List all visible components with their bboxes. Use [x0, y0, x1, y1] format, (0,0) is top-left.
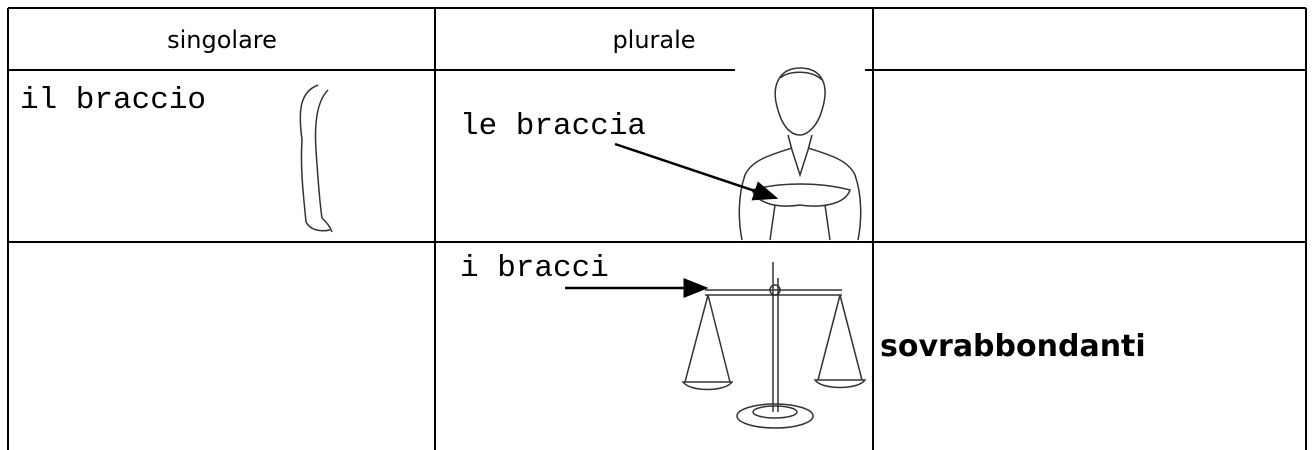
cell-text: le braccia	[460, 109, 646, 144]
header-cell: plurale	[612, 26, 695, 54]
table-grid	[7, 7, 1307, 450]
cell-text: sovrabbondanti	[880, 329, 1146, 364]
cell-text: i bracci	[460, 251, 609, 286]
arrow	[614, 142, 779, 201]
man-drawing	[735, 60, 865, 241]
header-cell: singolare	[167, 26, 277, 54]
cell-text: il braccio	[20, 83, 206, 118]
scales-drawing	[681, 262, 867, 429]
arm-drawing	[299, 84, 333, 233]
